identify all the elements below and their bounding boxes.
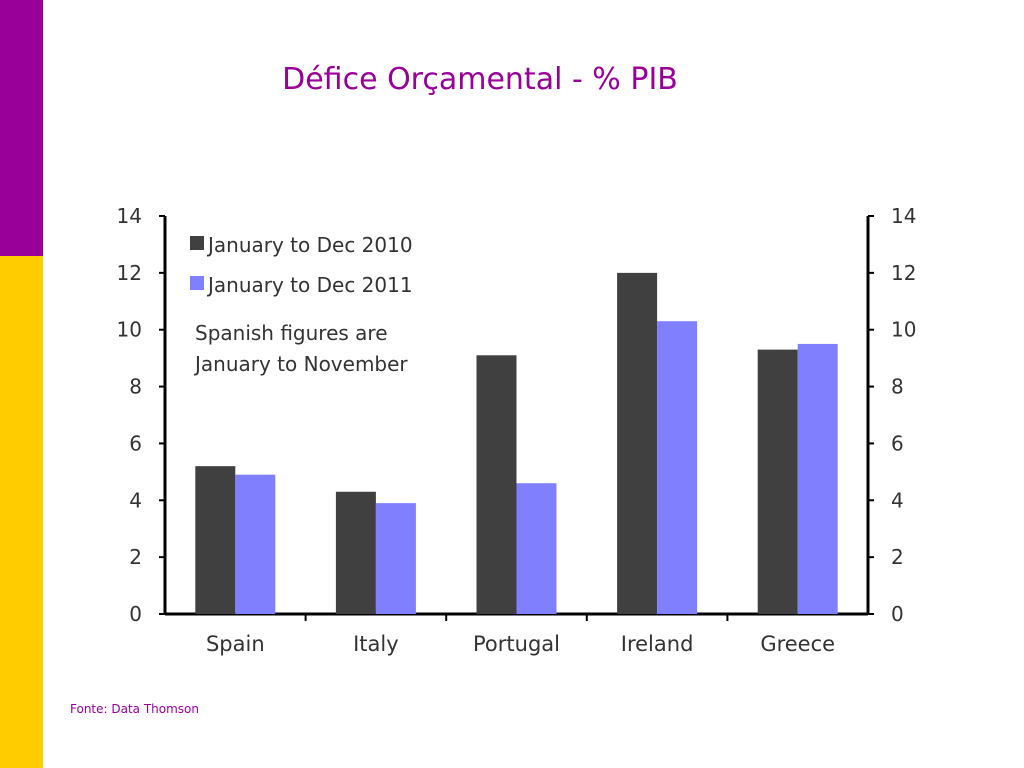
y-tick-label-left: 0 (129, 602, 142, 626)
bar (516, 483, 557, 614)
y-tick-label-right: 12 (891, 261, 916, 285)
x-tick-label: Greece (760, 632, 835, 656)
x-tick-label: Ireland (621, 632, 694, 656)
x-tick-label: Portugal (473, 632, 560, 656)
bar (757, 349, 798, 614)
x-tick-label: Italy (353, 632, 399, 656)
legend-label: January to Dec 2010 (206, 233, 413, 257)
y-tick-label-left: 12 (117, 261, 142, 285)
y-tick-label-left: 10 (117, 318, 142, 342)
source-footnote: Fonte: Data Thomson (70, 702, 199, 716)
accent-bar-yellow (0, 256, 43, 768)
legend-swatch (190, 276, 204, 290)
slide-title: Défice Orçamental - % PIB (282, 62, 678, 97)
y-tick-label-right: 0 (891, 602, 904, 626)
legend-label: January to Dec 2011 (206, 273, 413, 297)
accent-bar-purple (0, 0, 43, 256)
bar (657, 321, 698, 614)
y-tick-label-left: 2 (129, 545, 142, 569)
y-tick-label-right: 6 (891, 431, 904, 455)
legend-swatch (190, 236, 204, 250)
y-tick-label-left: 4 (129, 488, 142, 512)
x-tick-label: Spain (206, 632, 265, 656)
chart-annotation: Spanish figures are (195, 321, 388, 345)
bar (476, 355, 517, 614)
bar (375, 503, 416, 614)
y-tick-label-right: 14 (891, 204, 916, 228)
y-tick-label-right: 2 (891, 545, 904, 569)
y-tick-label-right: 10 (891, 318, 916, 342)
y-tick-label-right: 8 (891, 375, 904, 399)
y-tick-label-left: 8 (129, 375, 142, 399)
bar (235, 474, 276, 614)
bar (797, 343, 838, 614)
bar (195, 466, 236, 614)
y-tick-label-left: 14 (117, 204, 142, 228)
y-tick-label-right: 4 (891, 488, 904, 512)
bar (617, 272, 658, 614)
y-tick-label-left: 6 (129, 431, 142, 455)
chart-annotation: January to November (193, 352, 408, 376)
bar (335, 491, 376, 614)
